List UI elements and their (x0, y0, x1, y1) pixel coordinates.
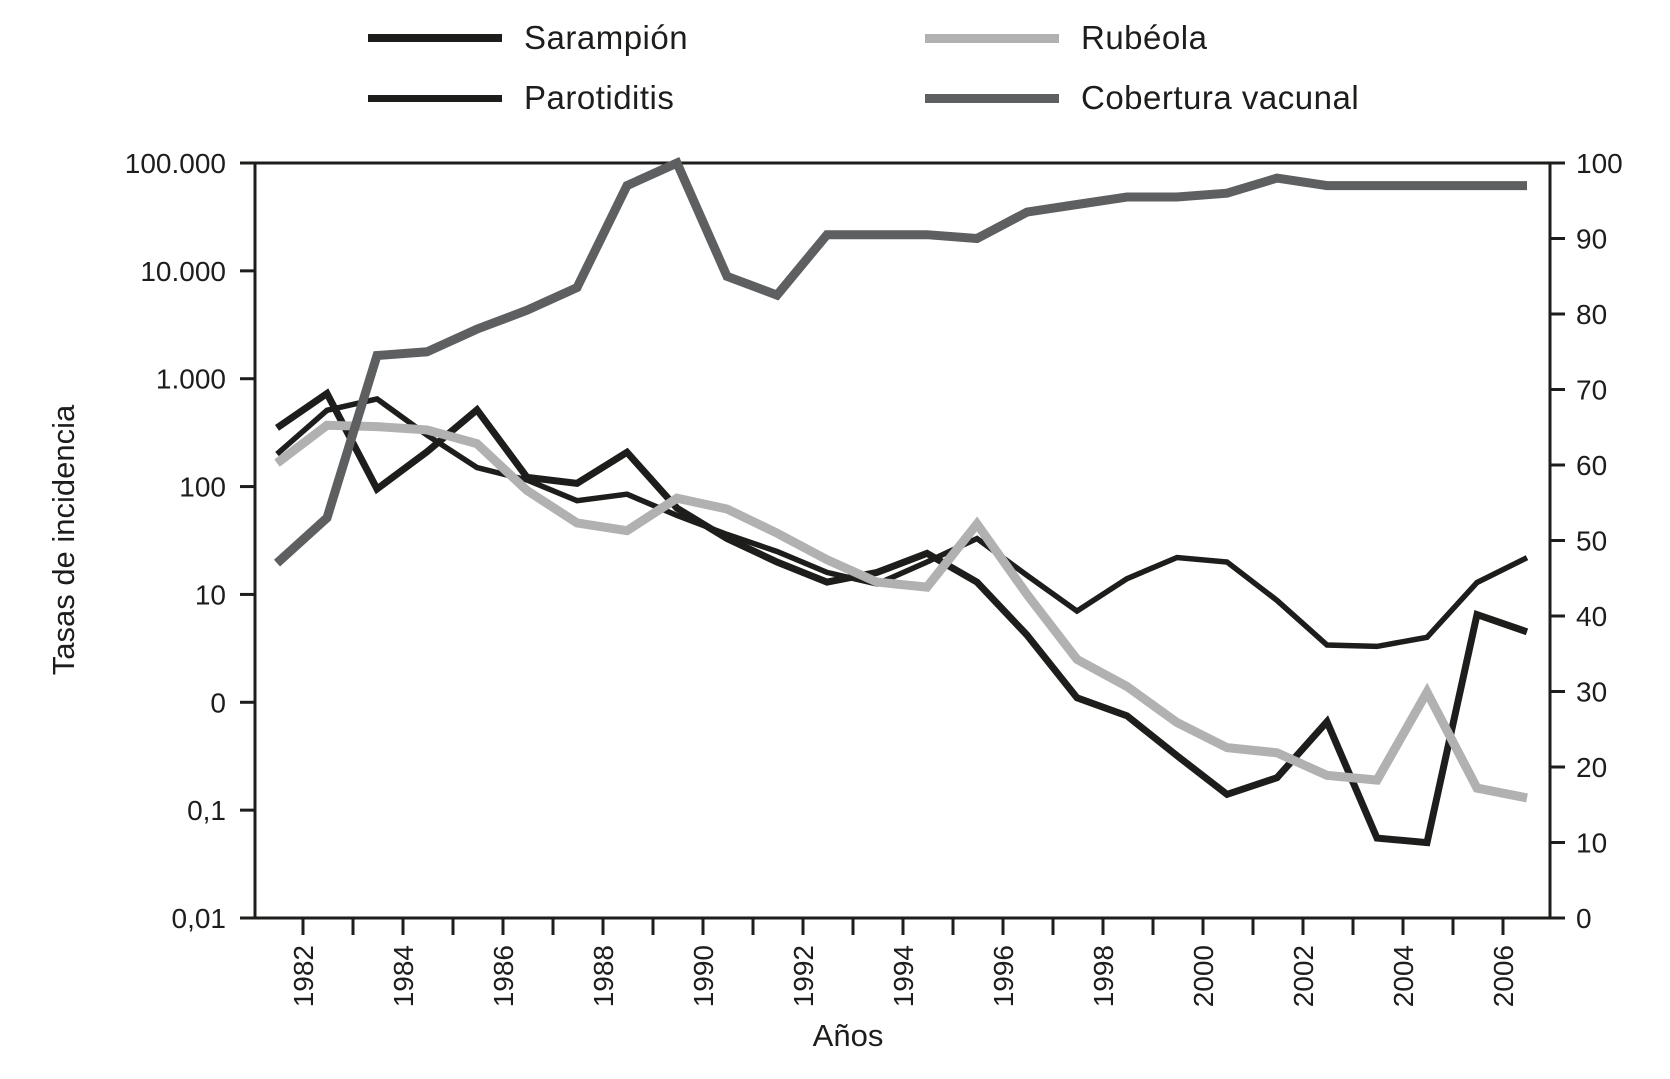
legend-item-rubeola: Rubéola (925, 19, 1207, 57)
y-left-tick-label: 0 (210, 687, 226, 718)
y-left-tick-label: 10 (195, 579, 226, 610)
x-tick-label: 1988 (588, 945, 619, 1007)
y-right-tick-label: 100 (1576, 148, 1623, 179)
rubeola-legend-line (925, 33, 1059, 43)
x-tick-label: 1994 (888, 945, 919, 1007)
legend-label-rubeola: Rubéola (1081, 19, 1208, 56)
x-tick-label: 2000 (1188, 945, 1219, 1007)
cobertura-legend-line (925, 93, 1059, 103)
y-left-tick-label: 10.000 (140, 256, 226, 287)
y-left-tick-label: 100 (179, 472, 226, 503)
y-right-tick-label: 70 (1576, 375, 1607, 406)
plot-frame (253, 161, 1552, 920)
y-right-tick-label: 80 (1576, 299, 1607, 330)
legend-label-cobertura: Cobertura vacunal (1081, 79, 1360, 116)
y-left-tick-label: 100.000 (125, 148, 226, 179)
sarampion-legend-line (368, 34, 502, 42)
x-tick-label: 1996 (988, 945, 1019, 1007)
legend-item-sarampion: Sarampión (368, 19, 688, 57)
series-parotiditis-line (275, 395, 1529, 650)
x-tick-label: 1990 (688, 945, 719, 1007)
y-axis-right: 0 10 20 30 40 50 60 70 80 90 100 (1550, 148, 1623, 934)
y-right-tick-label: 50 (1576, 526, 1607, 557)
legend-item-cobertura: Cobertura vacunal (925, 79, 1359, 117)
x-axis-title: Años (812, 1018, 884, 1053)
y-right-tick-label: 60 (1576, 450, 1607, 481)
y-right-tick-label: 40 (1576, 601, 1607, 632)
x-tick-label: 1986 (488, 945, 519, 1007)
legend-label-sarampion: Sarampión (524, 19, 689, 56)
x-tick-label: 2004 (1388, 945, 1419, 1007)
y-right-tick-label: 0 (1576, 903, 1592, 934)
x-axis: 1982 1984 1986 1988 1990 1992 1994 1996 1998 2000… (288, 918, 1519, 1007)
series-cobertura-line (273, 157, 1527, 567)
x-tick-label: 1984 (388, 945, 419, 1007)
parotiditis-legend-line (368, 94, 502, 102)
x-tick-label: 2006 (1488, 945, 1519, 1007)
y-right-tick-label: 30 (1576, 677, 1607, 708)
x-tick-label: 1998 (1088, 945, 1119, 1007)
legend-label-parotiditis: Parotiditis (524, 79, 675, 116)
x-tick-label: 2002 (1288, 945, 1319, 1007)
y-right-tick-label: 90 (1576, 224, 1607, 255)
series-rubeola-line (274, 420, 1528, 803)
x-tick-label: 1982 (288, 945, 319, 1007)
y-right-tick-label: 10 (1576, 828, 1607, 859)
y-left-tick-label: 0,1 (187, 795, 226, 826)
y-right-tick-label: 20 (1576, 752, 1607, 783)
series-sarampion-line (275, 388, 1529, 847)
y-left-tick-label: 0,01 (172, 903, 227, 934)
y-axis-title: Tasas de incidencia (46, 404, 81, 676)
y-left-tick-label: 1.000 (156, 364, 226, 395)
x-tick-label: 1992 (788, 945, 819, 1007)
legend-item-parotiditis: Parotiditis (368, 79, 674, 117)
